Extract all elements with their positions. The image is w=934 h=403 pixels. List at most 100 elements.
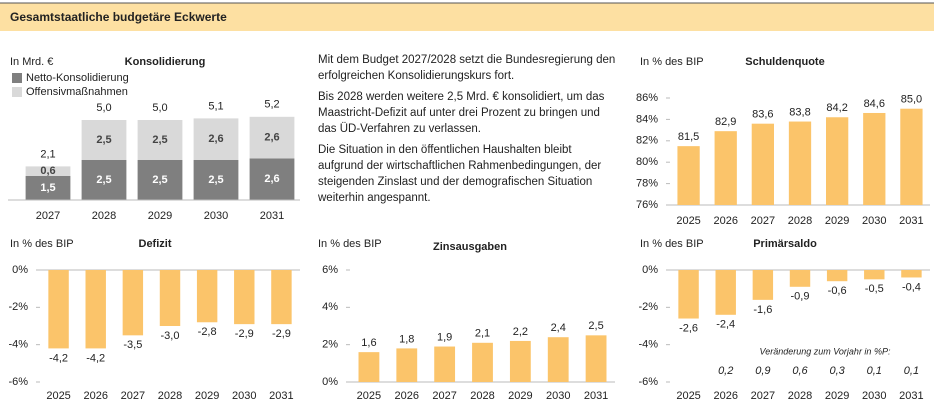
x-tick-label: 2028 <box>788 390 812 402</box>
bar <box>864 270 885 280</box>
value-label: 83,6 <box>752 109 773 121</box>
y-tick-label: 6% <box>322 264 338 276</box>
x-tick-label: 2030 <box>546 390 570 402</box>
value-label: 84,6 <box>864 98 885 110</box>
x-tick-label: 2026 <box>713 390 737 402</box>
bar <box>788 121 812 205</box>
value-label: 1,9 <box>437 331 452 343</box>
chart-title: Schuldenquote <box>745 56 824 68</box>
value-label: -2,9 <box>235 328 254 340</box>
bar <box>159 270 181 326</box>
segment-label: 0,6 <box>40 165 55 177</box>
chart-title: Konsolidierung <box>125 56 206 68</box>
total-label: 5,2 <box>264 99 279 111</box>
page-title: Gesamtstaatliche budgetäre Eckwerte <box>10 10 227 24</box>
legend-label: Netto-Konsolidierung <box>26 72 129 84</box>
bar <box>434 346 456 382</box>
bar-segment <box>81 120 127 160</box>
segment-label: 2,5 <box>96 174 111 186</box>
segment-label: 2,6 <box>208 133 223 145</box>
y-tick-label: 4% <box>322 301 338 313</box>
total-label: 5,1 <box>208 100 223 112</box>
x-tick-label: 2031 <box>899 215 923 227</box>
paragraph: Bis 2028 werden weitere 2,5 Mrd. € konso… <box>318 91 605 135</box>
value-label: 85,0 <box>901 94 922 106</box>
bar-segment <box>193 160 239 200</box>
y-tick-label: 0% <box>12 264 28 276</box>
header-band <box>0 3 934 31</box>
chart-title: Defizit <box>139 238 172 250</box>
bar-segment <box>25 166 71 176</box>
x-tick-label: 2031 <box>899 390 923 402</box>
x-tick-label: 2031 <box>260 210 284 222</box>
total-label: 2,1 <box>40 148 55 160</box>
value-label: 83,8 <box>789 106 810 118</box>
bar-segment <box>137 120 183 160</box>
value-label: 2,2 <box>513 326 528 338</box>
x-tick-label: 2027 <box>432 390 456 402</box>
value-label: -0,6 <box>828 285 847 297</box>
value-label: -1,6 <box>753 304 772 316</box>
unit-label: In % des BIP <box>318 238 382 250</box>
unit-label: In % des BIP <box>640 56 704 68</box>
bar <box>789 270 811 287</box>
x-tick-label: 2025 <box>357 390 381 402</box>
x-tick-label: 2031 <box>269 390 293 402</box>
x-tick-label: 2030 <box>232 390 256 402</box>
segment-label: 2,6 <box>264 173 279 185</box>
bar <box>751 123 774 205</box>
chart-title: Primärsaldo <box>753 238 817 250</box>
value-label: -2,4 <box>716 319 735 331</box>
bar-segment <box>137 160 183 200</box>
y-tick-label: 78% <box>636 178 658 190</box>
value-label: 84,2 <box>826 102 847 114</box>
bar <box>900 108 923 205</box>
y-tick-label: 0% <box>322 376 338 388</box>
bar <box>585 335 607 382</box>
bar <box>396 348 418 382</box>
x-tick-label: 2025 <box>676 390 700 402</box>
value-label: 81,5 <box>678 131 699 143</box>
y-tick-label: -6% <box>8 376 28 388</box>
x-tick-label: 2025 <box>46 390 70 402</box>
change-label: 0,6 <box>792 365 808 377</box>
total-label: 5,0 <box>152 102 167 114</box>
change-label: 0,9 <box>755 365 770 377</box>
bar <box>678 270 699 319</box>
value-label: 2,1 <box>475 328 490 340</box>
bar <box>472 342 493 382</box>
bar <box>901 270 922 278</box>
x-tick-label: 2030 <box>204 210 228 222</box>
bar-segment <box>249 158 295 200</box>
bar <box>234 270 255 325</box>
value-label: -0,5 <box>865 283 884 295</box>
value-label: -2,9 <box>272 328 291 340</box>
x-tick-label: 2028 <box>470 390 494 402</box>
segment-label: 2,5 <box>208 174 223 186</box>
x-tick-label: 2027 <box>751 390 775 402</box>
value-label: -3,5 <box>123 339 142 351</box>
bar <box>358 352 380 382</box>
x-tick-label: 2028 <box>788 215 812 227</box>
total-label: 5,0 <box>96 102 111 114</box>
bar <box>509 340 531 382</box>
bar <box>715 270 736 315</box>
y-tick-label: 2% <box>322 339 338 351</box>
bar <box>752 270 774 300</box>
legend-swatch <box>12 73 22 83</box>
bar <box>547 337 569 382</box>
value-label: -0,9 <box>791 291 810 303</box>
bar <box>85 270 106 349</box>
bar-segment <box>25 176 71 200</box>
bar <box>826 270 848 282</box>
paragraph: Die Situation in den öffentlichen Hausha… <box>318 144 602 204</box>
change-label: 0,3 <box>829 365 845 377</box>
x-tick-label: 2027 <box>36 210 60 222</box>
x-tick-label: 2026 <box>83 390 107 402</box>
x-tick-label: 2028 <box>158 390 182 402</box>
value-label: -2,6 <box>679 322 698 334</box>
value-label: 1,8 <box>399 333 414 345</box>
x-tick-label: 2029 <box>825 390 849 402</box>
